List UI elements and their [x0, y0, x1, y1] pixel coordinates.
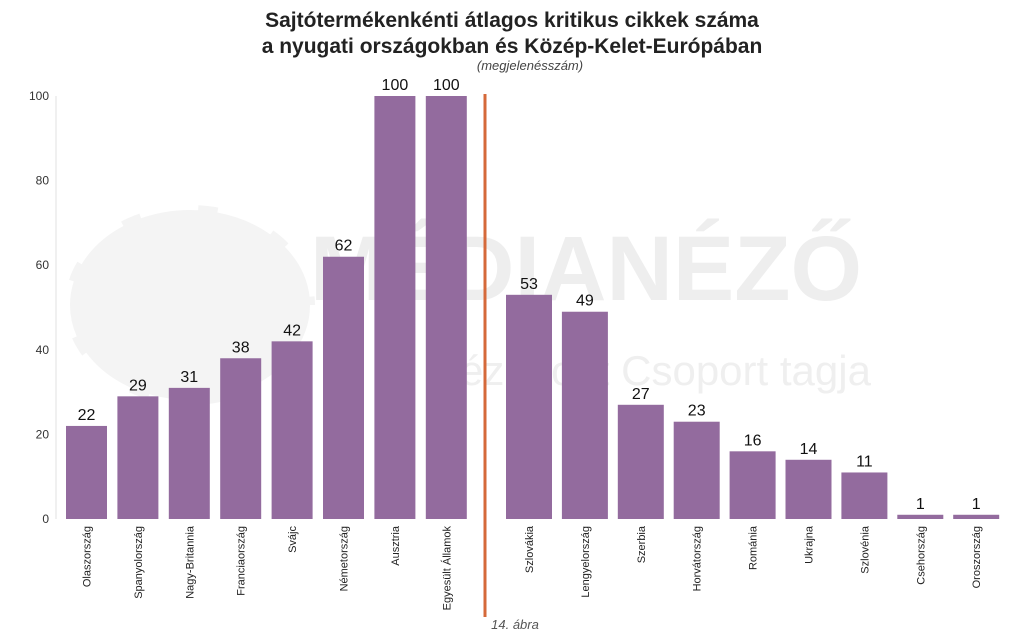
data-label: 1: [916, 496, 925, 513]
watermark-globe: [65, 205, 315, 405]
chart-subtitle: (megjelenésszám): [476, 58, 584, 73]
bar: [66, 425, 107, 519]
data-label: 23: [688, 403, 706, 420]
data-label: 14: [800, 441, 818, 458]
bar: [374, 96, 416, 519]
y-tick-label: 80: [36, 174, 50, 188]
y-tick-label: 0: [42, 512, 49, 526]
data-label: 16: [744, 432, 762, 449]
data-label: 22: [78, 407, 96, 424]
x-tick-label: Ausztria: [390, 525, 402, 566]
bar: [168, 387, 210, 519]
data-label: 100: [382, 77, 409, 94]
x-tick-label: Románia: [748, 525, 760, 570]
bar: [425, 96, 467, 519]
data-label: 11: [856, 453, 873, 470]
x-tick-label: Spanyolország: [133, 526, 145, 599]
data-label: 100: [433, 77, 460, 94]
data-label: 27: [632, 386, 650, 403]
bar: [841, 472, 888, 519]
y-tick-label: 20: [36, 427, 50, 441]
bar: [271, 341, 313, 519]
figure-caption: 14. ábra: [491, 617, 539, 632]
x-axis-labels: Olaszország Spanyolország Nagy-Britannia Fr…: [82, 525, 984, 610]
bar: [953, 514, 1000, 519]
data-label: 29: [129, 377, 147, 394]
bar: [117, 396, 159, 519]
data-label: 38: [232, 339, 250, 356]
x-tick-label: Szlovákia: [524, 525, 536, 573]
bar: [323, 256, 364, 519]
bar: [220, 358, 262, 519]
x-tick-label: Franciaország: [236, 526, 248, 596]
bars: [66, 96, 1000, 519]
y-tick-label: 100: [29, 89, 49, 103]
bar: [897, 514, 944, 519]
x-tick-label: Németország: [339, 526, 351, 591]
x-tick-label: Oroszország: [971, 526, 983, 588]
x-tick-label: Ukrajna: [804, 525, 816, 564]
x-tick-label: Csehország: [915, 526, 927, 585]
data-label: 49: [576, 293, 594, 310]
x-tick-label: Egyesült Államok: [440, 526, 453, 611]
x-tick-label: Olaszország: [82, 526, 94, 587]
bar: [785, 459, 832, 519]
bar: [617, 404, 664, 519]
data-label: 42: [283, 322, 301, 339]
x-tick-label: Horvátország: [692, 526, 704, 591]
data-label: 31: [180, 369, 198, 386]
y-tick-label: 60: [36, 258, 50, 272]
x-tick-label: Nagy-Britannia: [184, 525, 196, 599]
x-tick-label: Szerbia: [636, 525, 648, 563]
y-tick-label: 40: [36, 343, 50, 357]
x-tick-label: Szlovénia: [859, 525, 871, 574]
data-label: 62: [335, 238, 353, 255]
chart-title-line1: Sajtótermékenkénti átlagos kritikus cikk…: [265, 9, 759, 32]
bar: [673, 421, 720, 519]
chart-title-line2: a nyugati országokban és Közép-Kelet-Eur…: [261, 35, 763, 58]
y-axis-ticks: 0 20 40 60 80 100: [29, 89, 49, 526]
bar: [506, 294, 552, 519]
bar: [561, 311, 608, 519]
x-tick-label: Lengyelország: [580, 526, 592, 598]
bar: [729, 451, 776, 519]
x-tick-label: Svájc: [287, 526, 299, 553]
data-label: 1: [972, 496, 981, 513]
data-label: 53: [520, 276, 538, 293]
